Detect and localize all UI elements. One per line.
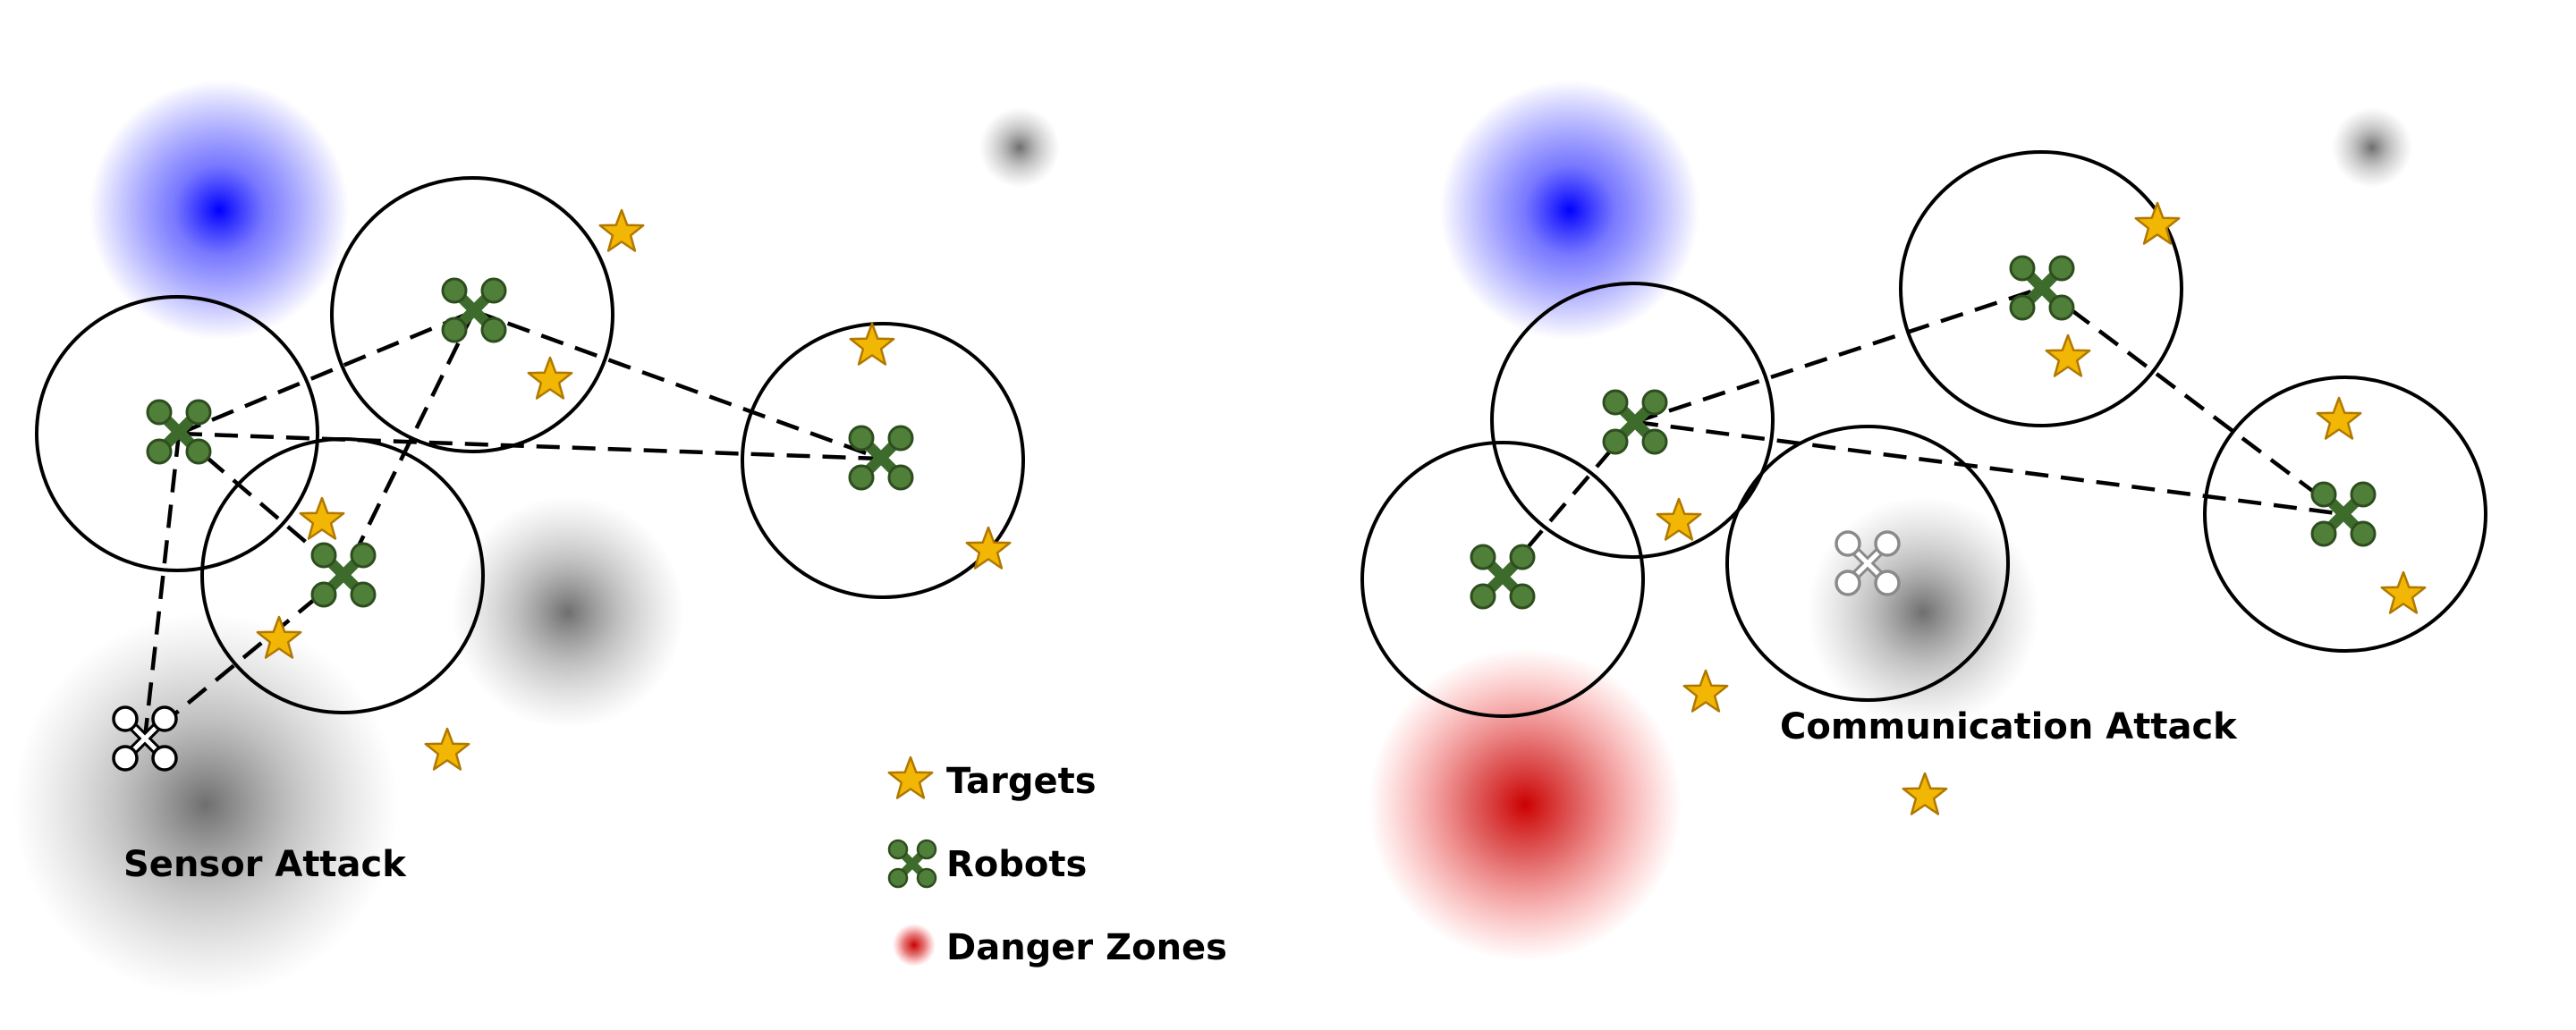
gray-zone	[452, 496, 684, 729]
target-star	[2045, 333, 2091, 377]
sensing-ranges-right	[1360, 150, 2487, 718]
robot-icon	[148, 401, 210, 463]
blue-zone	[89, 80, 349, 340]
comm-link	[178, 431, 882, 461]
sensing-range	[2203, 376, 2487, 653]
gray-zone-large	[13, 612, 398, 997]
comm-link	[1634, 419, 2344, 517]
sensing-range	[330, 176, 614, 453]
robot-icon	[1604, 391, 1666, 453]
communication-attack-caption: Communication Attack	[1780, 706, 2238, 747]
legend: Targets Robots Danger Zones	[887, 756, 1227, 968]
sensing-range	[1360, 441, 1645, 718]
target-star	[1902, 772, 1948, 815]
target-star	[1682, 669, 1729, 713]
robot-icon	[2312, 483, 2375, 545]
target-star	[598, 208, 645, 252]
legend-danger-icon	[893, 924, 936, 967]
sensing-range	[35, 295, 319, 572]
legend-danger-label: Danger Zones	[946, 927, 1227, 968]
target-star	[1656, 497, 1702, 541]
panel-sensor-attack: Sensor Attack	[13, 80, 1060, 997]
gray-zone-small	[979, 107, 1060, 188]
legend-robots-label: Robots	[946, 844, 1087, 885]
target-star	[849, 322, 895, 366]
legend-robot-icon	[889, 840, 936, 887]
target-star	[299, 496, 345, 540]
sensing-range	[1899, 150, 2183, 427]
comm-link	[142, 433, 182, 739]
target-star	[424, 727, 470, 771]
comm-links-right	[1501, 285, 2345, 578]
target-star	[527, 356, 573, 400]
blue-zone	[1440, 80, 1699, 340]
robot-icon	[1471, 545, 1534, 608]
gray-zone-small	[2332, 107, 2412, 188]
comm-link	[342, 310, 477, 576]
comm-link	[178, 308, 475, 436]
target-star	[2316, 396, 2362, 440]
legend-targets-label: Targets	[946, 761, 1097, 802]
sensor-attack-caption: Sensor Attack	[123, 844, 407, 885]
robot-icon	[312, 544, 375, 606]
comm-link	[1634, 285, 2043, 425]
comm-link	[2040, 286, 2345, 516]
target-star	[2380, 570, 2427, 614]
comm-link	[473, 308, 882, 461]
legend-target-icon	[887, 756, 934, 799]
sensing-range	[1490, 282, 1775, 559]
sensing-range	[1725, 425, 2010, 702]
robot-icon	[2011, 257, 2073, 319]
sensing-range	[741, 322, 1025, 599]
zones-right	[1368, 80, 2412, 961]
danger-zone	[1368, 648, 1682, 961]
comm-link	[143, 573, 346, 740]
robot-icon	[443, 279, 505, 342]
panel-communication-attack: Communication Attack	[1360, 80, 2487, 961]
